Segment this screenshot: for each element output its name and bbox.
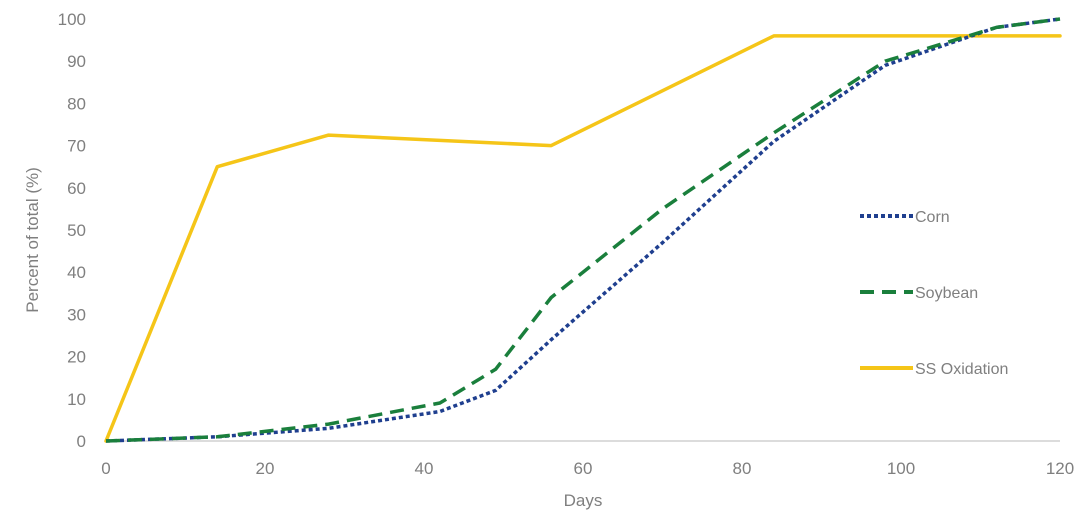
legend-item: Soybean bbox=[860, 285, 978, 302]
x-tick-label: 60 bbox=[574, 459, 593, 478]
y-tick-label: 80 bbox=[67, 94, 86, 113]
x-tick-label: 120 bbox=[1046, 459, 1074, 478]
legend-label: Soybean bbox=[915, 285, 978, 302]
x-tick-label: 0 bbox=[101, 459, 110, 478]
legend-item: Corn bbox=[860, 209, 950, 226]
legend: Corn Soybean SS Oxidation bbox=[860, 209, 1008, 378]
y-tick-label: 70 bbox=[67, 137, 86, 156]
y-tick-label: 50 bbox=[67, 221, 86, 240]
series-line-soybean bbox=[105, 17, 1061, 443]
series-line-corn bbox=[105, 17, 1061, 443]
y-tick-label: 40 bbox=[67, 263, 86, 282]
y-tick-label: 100 bbox=[58, 10, 86, 29]
y-tick-label: 90 bbox=[67, 52, 86, 71]
x-tick-label: 100 bbox=[887, 459, 915, 478]
x-axis-tick-labels: 0 20 40 60 80 100 120 bbox=[101, 459, 1074, 478]
y-tick-label: 30 bbox=[67, 305, 86, 324]
y-tick-label: 20 bbox=[67, 348, 86, 367]
x-tick-label: 80 bbox=[733, 459, 752, 478]
series-lines bbox=[104, 17, 1062, 443]
y-tick-label: 10 bbox=[67, 390, 86, 409]
x-tick-label: 40 bbox=[415, 459, 434, 478]
y-tick-label: 0 bbox=[77, 432, 86, 451]
y-axis-tick-labels: 0 10 20 30 40 50 60 70 80 90 100 bbox=[58, 10, 86, 451]
legend-label: SS Oxidation bbox=[915, 361, 1008, 378]
x-tick-label: 20 bbox=[256, 459, 275, 478]
x-axis-title: Days bbox=[564, 491, 603, 510]
y-axis-title: Percent of total (%) bbox=[23, 167, 42, 313]
legend-label: Corn bbox=[915, 209, 950, 226]
legend-item: SS Oxidation bbox=[860, 361, 1008, 378]
y-tick-label: 60 bbox=[67, 179, 86, 198]
series-line-ss-oxidation bbox=[104, 34, 1062, 443]
